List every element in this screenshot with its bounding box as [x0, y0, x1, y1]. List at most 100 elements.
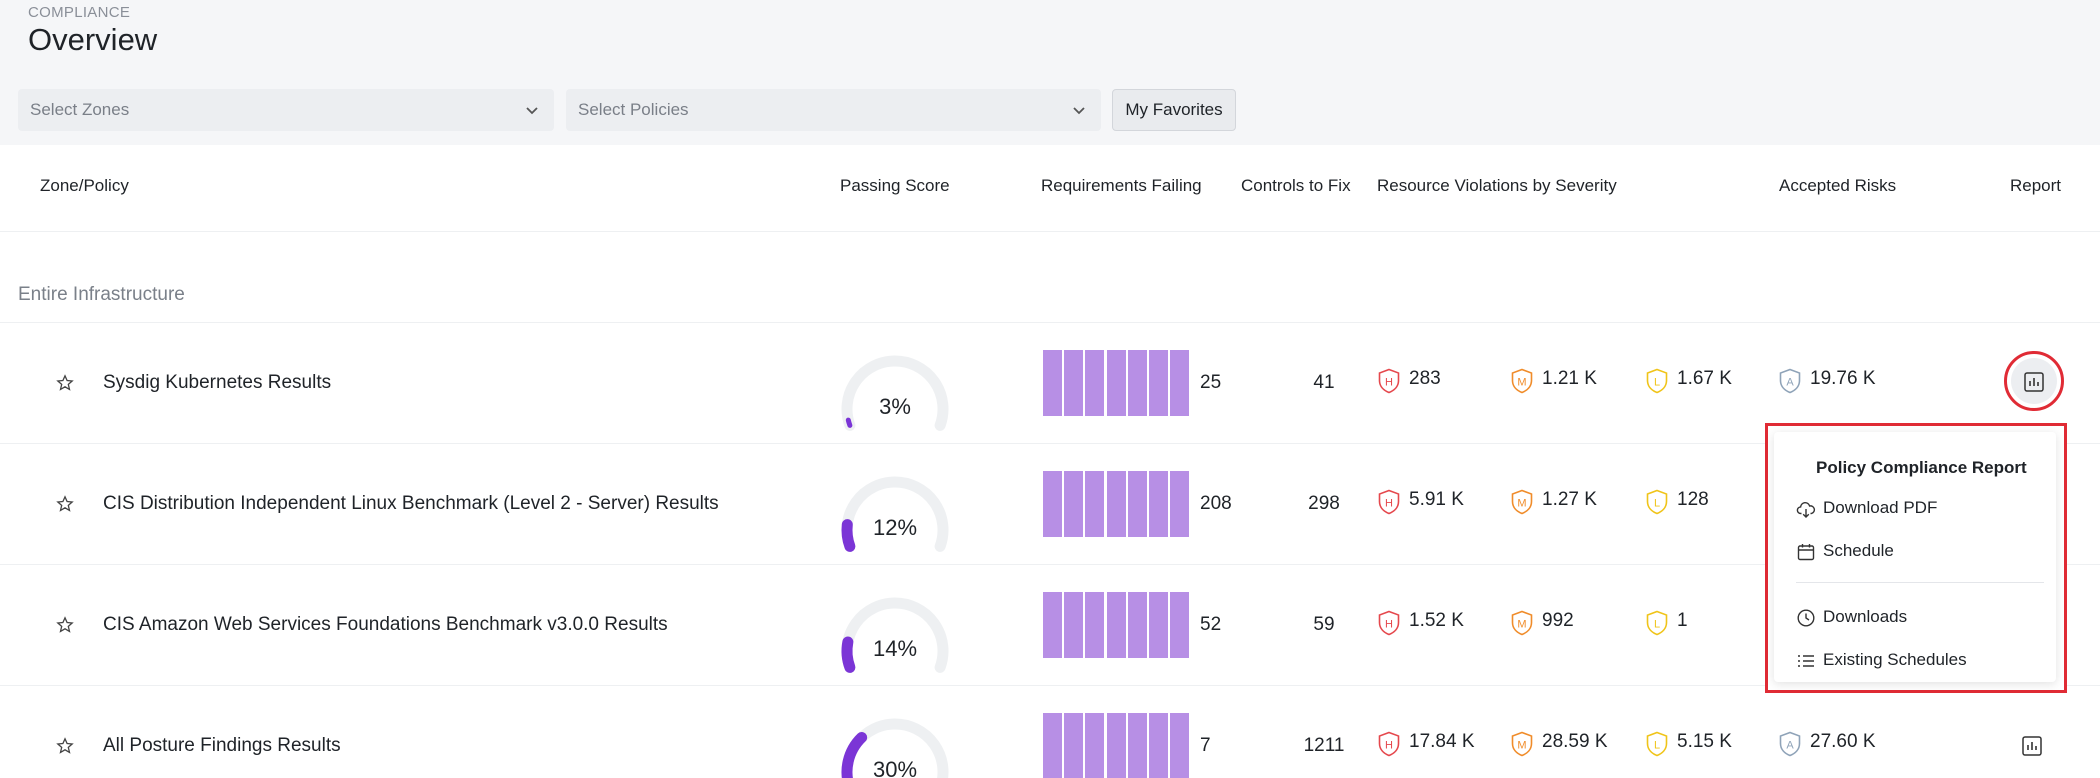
cloud-download-icon — [1796, 502, 1816, 518]
policy-name[interactable]: CIS Distribution Independent Linux Bench… — [103, 493, 719, 514]
policies-select-placeholder: Select Policies — [578, 100, 689, 119]
high-severity-shield-icon: H — [1378, 610, 1400, 636]
requirement-bar — [1064, 471, 1084, 537]
passing-score-gauge: 14% — [836, 590, 954, 680]
gauge-fill — [845, 417, 853, 428]
controls-to-fix-count: 41 — [1313, 372, 1335, 393]
requirement-bar — [1106, 713, 1126, 778]
accepted-risk-value: 27.60 K — [1810, 731, 1876, 752]
existing-schedules-label: Existing Schedules — [1823, 650, 1967, 669]
gauge-track — [841, 355, 949, 431]
gauge-arc — [841, 597, 949, 673]
svg-text:A: A — [1786, 740, 1794, 752]
low-severity-value: 128 — [1677, 489, 1709, 510]
table-row: All Posture Findings Results 30% 7 1211 H 17.… — [0, 686, 2100, 778]
gauge-arc — [841, 355, 949, 431]
favorite-star-icon[interactable] — [56, 374, 74, 392]
requirement-bar — [1043, 471, 1062, 537]
bar-chart-report-icon[interactable] — [2022, 370, 2046, 394]
table-row: CIS Distribution Independent Linux Bench… — [0, 444, 2100, 564]
requirement-bar — [1149, 592, 1168, 658]
requirement-bar — [1127, 592, 1147, 658]
column-header-zone-policy[interactable]: Zone/Policy — [40, 176, 129, 195]
requirement-bar — [1085, 471, 1105, 537]
policies-select[interactable]: Select Policies — [566, 89, 1101, 131]
requirement-bar — [1085, 350, 1105, 416]
gauge-fill — [841, 519, 856, 552]
policy-name[interactable]: All Posture Findings Results — [103, 735, 341, 756]
column-header-accepted-risks[interactable]: Accepted Risks — [1779, 176, 1897, 195]
policy-name[interactable]: Sysdig Kubernetes Results — [103, 372, 332, 393]
high-severity-value: 17.84 K — [1409, 731, 1475, 752]
svg-text:M: M — [1517, 498, 1526, 510]
svg-text:L: L — [1654, 619, 1660, 631]
report-button-focus-ring — [2004, 351, 2064, 411]
requirement-bar — [1043, 350, 1062, 416]
row-divider — [0, 322, 2100, 323]
requirements-failing-count: 208 — [1200, 493, 1232, 514]
favorite-star-icon[interactable] — [56, 737, 74, 755]
requirement-bar — [1127, 471, 1147, 537]
page-header: COMPLIANCE Overview Select Zones Select … — [0, 0, 2100, 145]
policy-name[interactable]: CIS Amazon Web Services Foundations Benc… — [103, 614, 668, 635]
row-divider — [0, 564, 2100, 565]
table-row: CIS Amazon Web Services Foundations Benc… — [0, 565, 2100, 685]
section-label: COMPLIANCE — [28, 4, 131, 21]
clock-icon — [1797, 609, 1815, 627]
low-severity-value: 5.15 K — [1677, 731, 1732, 752]
gauge-fill — [841, 636, 856, 673]
controls-to-fix-count: 298 — [1308, 493, 1340, 514]
page-title: Overview — [28, 22, 158, 57]
passing-score-gauge: 30% — [836, 711, 954, 778]
svg-text:M: M — [1517, 740, 1526, 752]
gauge-arc — [841, 718, 949, 778]
requirements-failing-bars — [1043, 592, 1191, 658]
chevron-down-icon — [526, 107, 538, 115]
requirement-bar — [1085, 713, 1105, 778]
svg-text:L: L — [1654, 498, 1660, 510]
high-severity-shield-icon: H — [1378, 489, 1400, 515]
calendar-icon — [1797, 544, 1815, 561]
svg-text:H: H — [1385, 619, 1393, 631]
gauge-fill — [841, 731, 868, 778]
requirement-bar — [1170, 350, 1190, 416]
requirements-failing-bars — [1043, 471, 1191, 537]
requirement-bar — [1085, 592, 1105, 658]
table-row: Sysdig Kubernetes Results 3% 25 41 H 283 M 1.21… — [0, 323, 2100, 443]
requirement-bar — [1064, 713, 1084, 778]
requirement-bar — [1043, 592, 1062, 658]
high-severity-value: 5.91 K — [1409, 489, 1464, 510]
zones-select[interactable]: Select Zones — [18, 89, 554, 131]
column-header-controls-to-fix[interactable]: Controls to Fix — [1241, 176, 1351, 195]
passing-score-gauge: 3% — [836, 348, 954, 438]
requirement-bar — [1170, 471, 1190, 537]
accepted-risk-shield-icon: A — [1779, 368, 1801, 394]
column-header-resource-violations[interactable]: Resource Violations by Severity — [1377, 176, 1617, 195]
svg-text:M: M — [1517, 377, 1526, 389]
my-favorites-button[interactable]: My Favorites — [1112, 89, 1236, 131]
requirement-bar — [1106, 592, 1126, 658]
requirement-bar — [1149, 350, 1168, 416]
favorite-star-icon[interactable] — [56, 616, 74, 634]
column-header-requirements-failing[interactable]: Requirements Failing — [1041, 176, 1202, 195]
passing-score-value: 3% — [879, 394, 911, 419]
svg-text:H: H — [1385, 377, 1393, 389]
column-header-passing-score[interactable]: Passing Score — [840, 176, 950, 195]
requirements-failing-bars — [1043, 713, 1191, 778]
requirement-bar — [1149, 471, 1168, 537]
controls-to-fix-count: 59 — [1313, 614, 1335, 635]
requirement-bar — [1106, 350, 1126, 416]
medium-severity-shield-icon: M — [1511, 610, 1533, 636]
requirement-bar — [1127, 350, 1147, 416]
report-menu-highlight: Policy Compliance Report Download PDF Sc… — [1765, 423, 2067, 693]
passing-score-value: 30% — [872, 757, 918, 778]
medium-severity-shield-icon: M — [1511, 731, 1533, 757]
bar-chart-report-icon[interactable] — [2020, 734, 2044, 758]
medium-severity-value: 1.27 K — [1542, 489, 1597, 510]
medium-severity-shield-icon: M — [1511, 489, 1533, 515]
chevron-down-icon — [1073, 107, 1085, 115]
favorite-star-icon[interactable] — [56, 495, 74, 513]
medium-severity-value: 992 — [1542, 610, 1574, 631]
requirement-bar — [1170, 713, 1190, 778]
menu-divider — [1796, 582, 2044, 583]
